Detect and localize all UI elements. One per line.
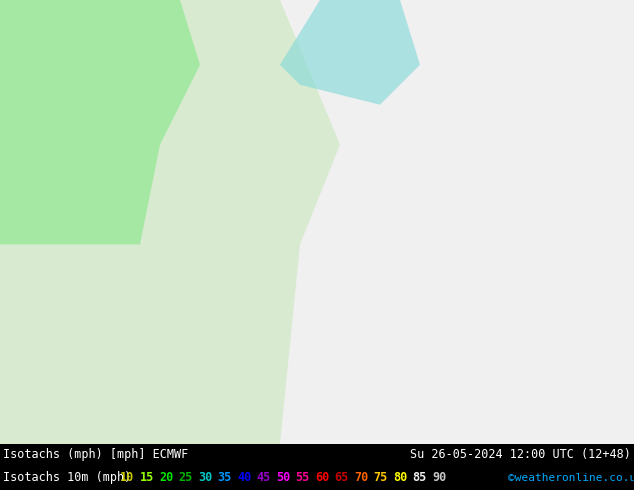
Text: 75: 75: [373, 471, 388, 485]
Text: 60: 60: [315, 471, 329, 485]
Text: Su 26-05-2024 12:00 UTC (12+48): Su 26-05-2024 12:00 UTC (12+48): [410, 448, 631, 462]
Text: 40: 40: [237, 471, 251, 485]
Text: 25: 25: [179, 471, 193, 485]
Text: 90: 90: [432, 471, 446, 485]
Text: 30: 30: [198, 471, 212, 485]
Text: 50: 50: [276, 471, 290, 485]
Text: 85: 85: [413, 471, 427, 485]
Text: 80: 80: [393, 471, 407, 485]
Polygon shape: [0, 0, 340, 444]
Text: Isotachs (mph) [mph] ECMWF: Isotachs (mph) [mph] ECMWF: [3, 448, 188, 462]
Text: 45: 45: [257, 471, 271, 485]
Text: 65: 65: [335, 471, 349, 485]
Text: 35: 35: [217, 471, 232, 485]
Text: 15: 15: [139, 471, 154, 485]
Text: 20: 20: [159, 471, 173, 485]
Text: 55: 55: [295, 471, 310, 485]
Polygon shape: [280, 0, 420, 105]
Text: ©weatheronline.co.uk: ©weatheronline.co.uk: [508, 473, 634, 483]
Text: 70: 70: [354, 471, 368, 485]
Text: Isotachs 10m (mph): Isotachs 10m (mph): [3, 471, 131, 485]
Polygon shape: [0, 0, 200, 245]
Text: 10: 10: [120, 471, 134, 485]
